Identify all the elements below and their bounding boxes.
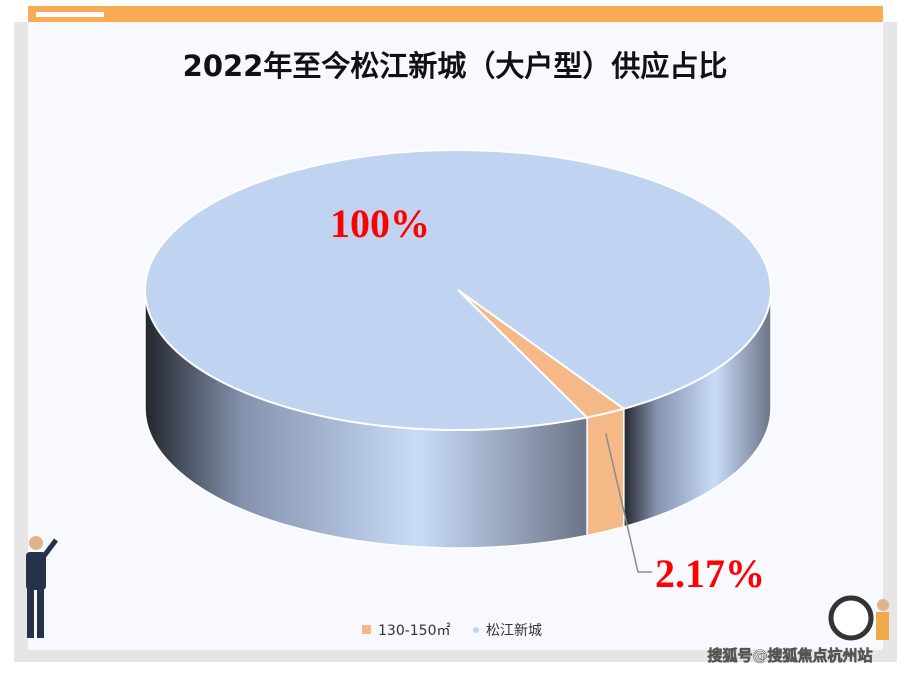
pie-slice [144, 148, 772, 431]
pie: 2.17% 100% [144, 148, 772, 596]
data-label: 100% [330, 201, 430, 246]
top-bar-mark [36, 12, 104, 17]
legend-swatch [473, 627, 479, 633]
watermark: 搜狐号@搜狐焦点杭州站 [707, 647, 872, 665]
pie-side [586, 407, 625, 537]
data-label: 2.17% [655, 551, 765, 596]
top-bar [28, 6, 883, 22]
legend: 130-150㎡ 松江新城 [362, 623, 542, 639]
figure-left [26, 536, 58, 638]
legend-label: 松江新城 [486, 623, 542, 639]
figure-right [828, 595, 889, 641]
chart-title: 2022年至今松江新城（大户型）供应占比 [183, 49, 728, 83]
legend-label: 130-150㎡ [378, 623, 451, 639]
legend-swatch [362, 625, 371, 634]
leader-line [605, 433, 652, 573]
